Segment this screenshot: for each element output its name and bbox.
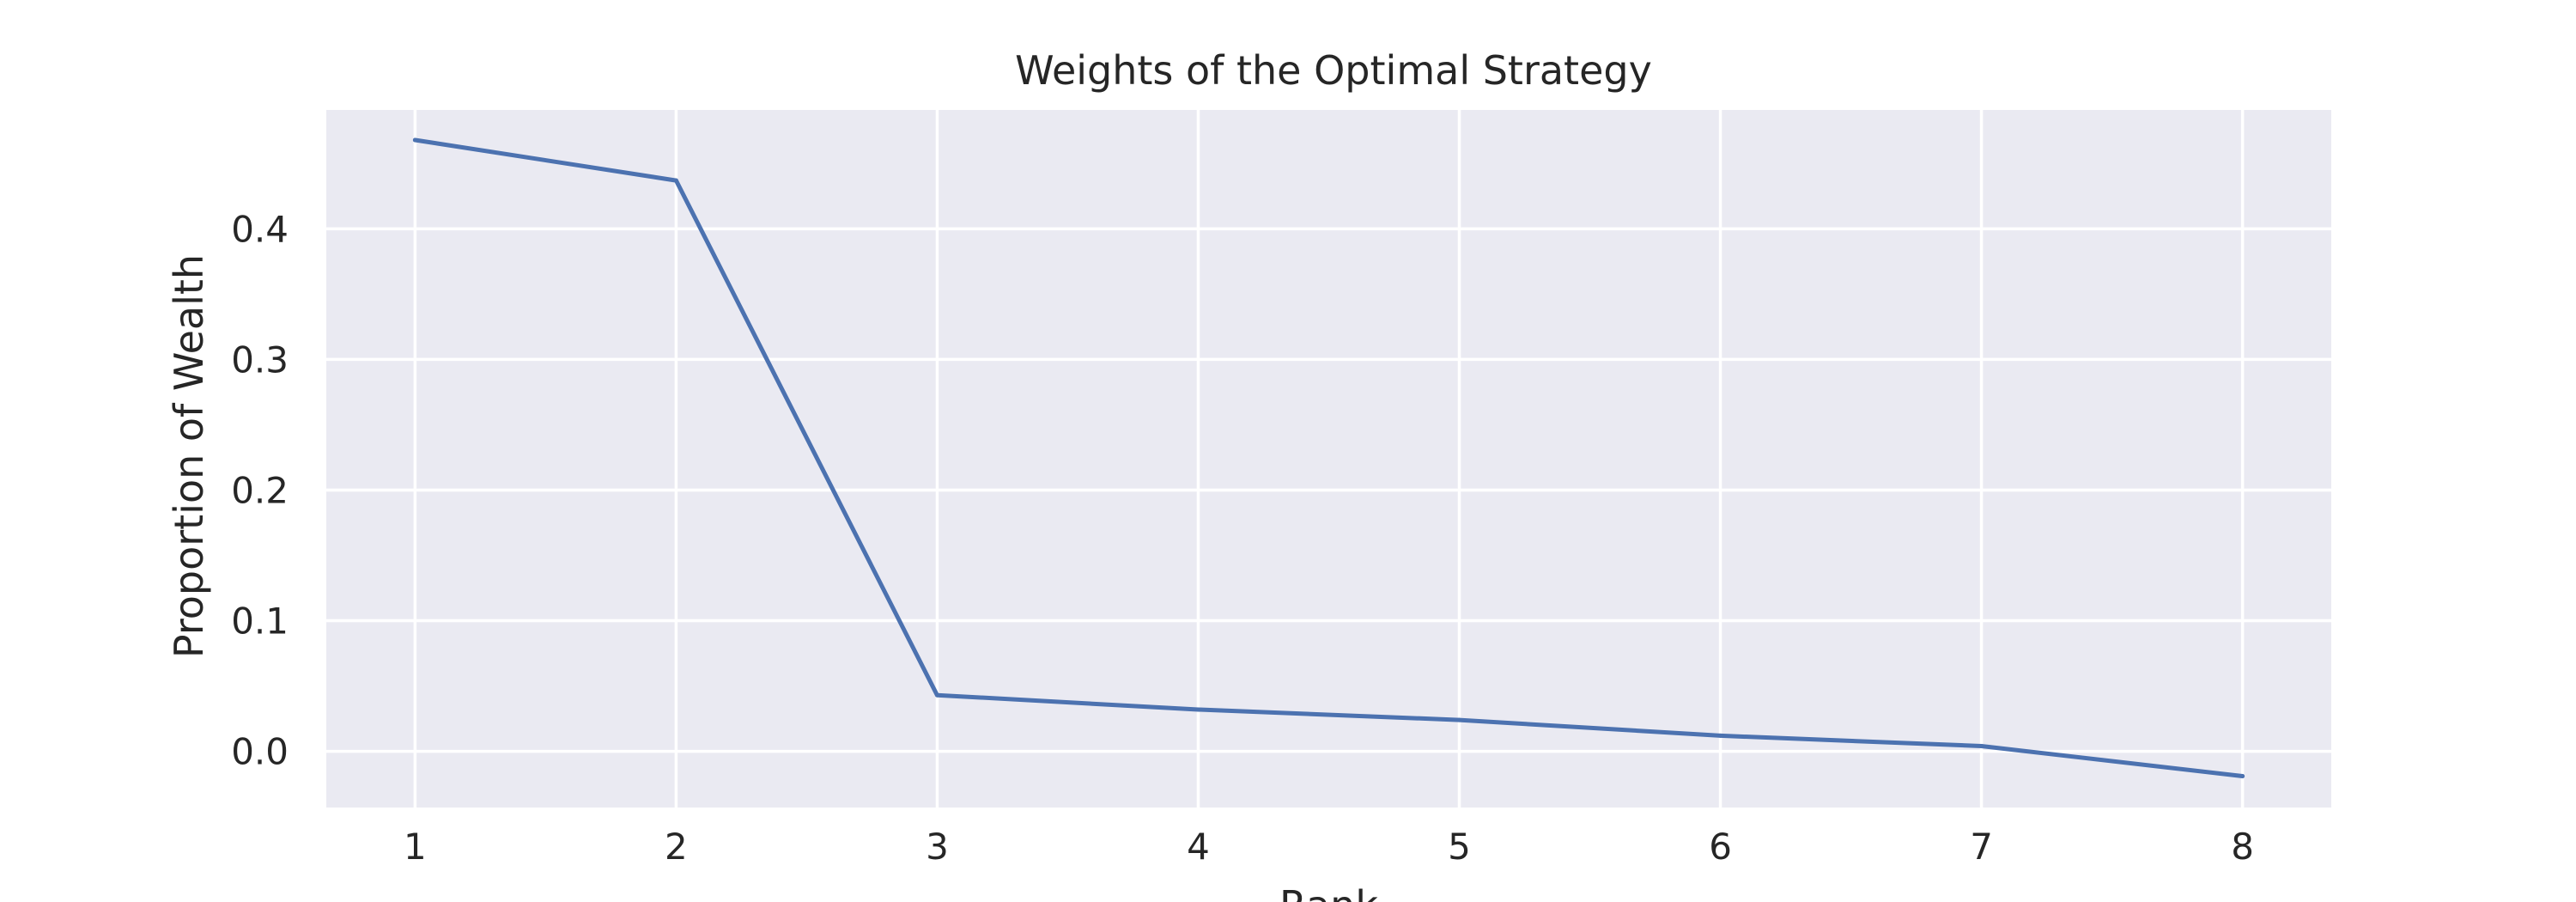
x-tick-label: 4 [1187, 826, 1210, 868]
x-tick-label: 3 [926, 826, 949, 868]
x-tick-label: 6 [1709, 826, 1732, 868]
data-point [1195, 707, 1200, 712]
x-tick-label: 1 [404, 826, 427, 868]
series-line [412, 137, 2245, 778]
chart-title: Weights of the Optimal Strategy [1015, 47, 1652, 94]
y-tick-label: 0.2 [231, 469, 289, 511]
x-axis-label: Rank [1279, 882, 1378, 902]
y-tick-label: 0.3 [231, 338, 289, 381]
y-tick-label: 0.0 [231, 731, 289, 773]
tick-labels: 1 2 3 4 5 6 7 8 0.0 0.1 0.2 0.3 0.4 [231, 208, 2254, 868]
plot-area [326, 110, 2331, 808]
gridlines [326, 110, 2331, 808]
data-point [934, 692, 939, 698]
x-tick-label: 7 [1970, 826, 1993, 868]
series-layer [412, 137, 2245, 779]
x-tick-label: 2 [665, 826, 688, 868]
x-tick-label: 5 [1448, 826, 1471, 868]
data-point [1979, 744, 1984, 749]
x-tick-label: 8 [2231, 826, 2254, 868]
data-point [1718, 733, 1723, 738]
data-point [1457, 717, 1462, 722]
data-point [2240, 774, 2245, 779]
y-axis-label: Proportion of Wealth [166, 254, 212, 658]
data-point [412, 137, 417, 143]
y-tick-label: 0.1 [231, 600, 289, 643]
data-point [673, 178, 678, 183]
y-tick-label: 0.4 [231, 208, 289, 250]
